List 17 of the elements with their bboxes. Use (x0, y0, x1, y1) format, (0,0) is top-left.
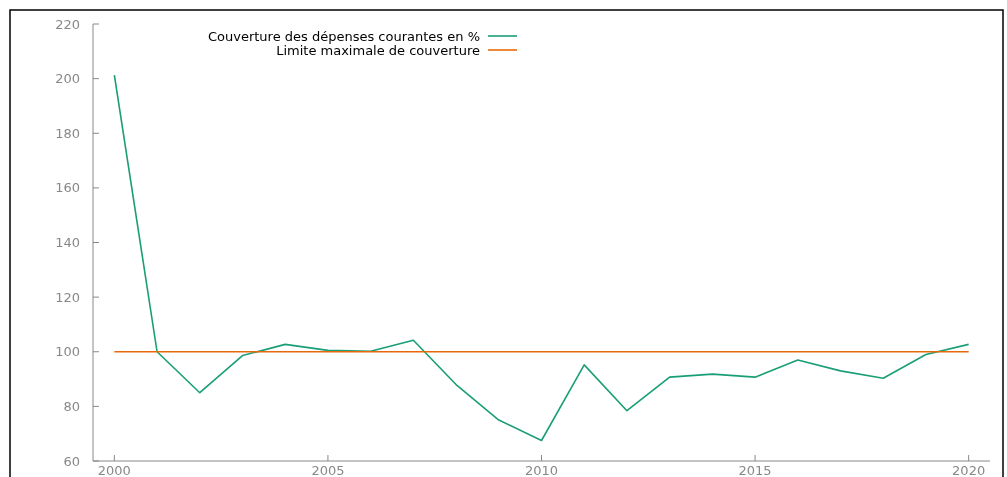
y-tick-label: 60 (63, 453, 80, 469)
y-tick-label: 200 (55, 71, 80, 87)
y-tick-label: 160 (55, 180, 80, 196)
x-tick-label: 2020 (952, 463, 986, 477)
y-tick-label: 180 (55, 125, 80, 141)
y-tick-label: 140 (55, 235, 80, 251)
legend-label: Limite maximale de couverture (276, 42, 480, 58)
x-tick-label: 2005 (311, 463, 345, 477)
x-tick-label: 2010 (524, 463, 559, 477)
line-series (113, 74, 970, 442)
legend-label: Couverture des dépenses courantes en % (207, 28, 480, 44)
x-tick-label: 2015 (738, 463, 772, 477)
y-tick-label: 220 (55, 16, 80, 32)
y-tick-label: 120 (55, 289, 80, 305)
y-tick-label: 100 (55, 344, 80, 360)
y-tick-label: 80 (63, 398, 80, 414)
x-tick-label: 2000 (97, 463, 131, 477)
